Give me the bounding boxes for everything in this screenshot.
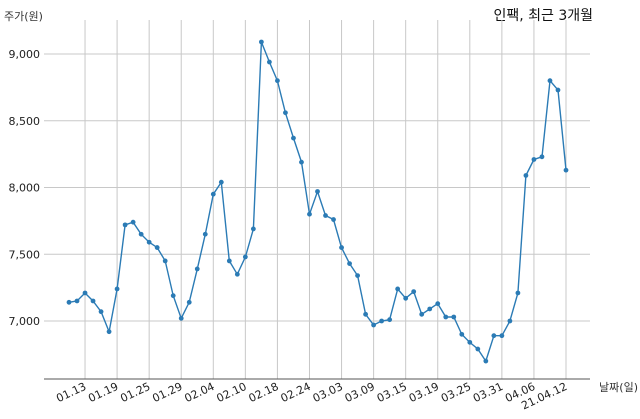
data-point <box>226 258 232 264</box>
data-point <box>331 217 336 222</box>
data-point <box>82 290 88 296</box>
data-point <box>355 273 360 279</box>
x-tick-label: 03.15 <box>375 380 409 405</box>
data-point <box>299 159 304 165</box>
x-tick-label: 01.25 <box>118 380 152 405</box>
x-tick-label: 01.13 <box>54 380 88 405</box>
data-point <box>98 309 104 315</box>
data-point <box>106 329 112 335</box>
data-point <box>202 231 208 237</box>
data-point <box>267 59 272 65</box>
data-point <box>387 317 393 323</box>
data-point <box>419 311 425 317</box>
data-point <box>194 266 200 272</box>
data-point <box>371 322 377 328</box>
data-point <box>443 314 449 320</box>
price-points <box>66 39 569 364</box>
data-point <box>539 154 545 160</box>
x-tick-label: 03.03 <box>311 380 345 405</box>
data-point <box>411 289 417 295</box>
data-point <box>154 245 160 250</box>
chart-title: 인팩, 최근 3개월 <box>493 8 593 24</box>
data-point <box>323 213 328 218</box>
x-tick-label: 03.19 <box>407 380 441 405</box>
data-point <box>403 295 409 301</box>
y-tick-labels: 7,000 7,500 8,000 8,500 9,000 <box>9 48 41 328</box>
x-tick-labels: 01.1301.1901.2501.2902.0402.1002.1802.24… <box>54 380 569 412</box>
y-tick-label: 7,500 <box>9 248 41 261</box>
data-point <box>138 231 144 237</box>
data-point <box>339 245 344 250</box>
data-point <box>307 211 312 217</box>
x-tick-label: 02.04 <box>183 380 217 405</box>
y-tick-label: 9,000 <box>9 48 41 61</box>
data-point <box>170 293 176 299</box>
y-tick-label: 8,500 <box>9 115 41 128</box>
data-point <box>283 110 288 116</box>
data-point <box>515 290 521 296</box>
vertical-gridlines <box>84 20 567 379</box>
data-point <box>218 179 224 185</box>
data-point <box>291 135 296 141</box>
data-point <box>491 333 497 339</box>
data-point <box>162 258 168 264</box>
data-point <box>114 286 120 292</box>
data-point <box>130 219 136 225</box>
x-tick-label: 03.09 <box>343 380 377 405</box>
data-point <box>122 222 128 228</box>
data-point <box>66 299 72 305</box>
price-line <box>68 41 567 363</box>
data-point <box>379 318 385 324</box>
data-point <box>459 331 465 337</box>
data-point <box>563 167 569 173</box>
x-tick-label: 02.10 <box>215 380 249 405</box>
data-point <box>250 226 256 232</box>
data-point <box>347 261 352 266</box>
x-tick-label: 02.24 <box>279 380 313 405</box>
y-tick-label: 7,000 <box>9 315 41 328</box>
x-tick-label: 01.19 <box>86 380 120 405</box>
data-point <box>435 301 441 307</box>
data-point <box>507 318 513 324</box>
data-point <box>467 339 473 345</box>
data-point <box>178 315 184 321</box>
data-point <box>547 78 553 84</box>
data-point <box>186 299 192 305</box>
data-point <box>483 358 489 364</box>
x-tick-label: 02.18 <box>247 380 281 405</box>
data-point <box>555 87 561 93</box>
data-point <box>242 254 248 260</box>
x-axis-label: 날짜(일) <box>599 381 638 394</box>
x-tick-label: 01.29 <box>150 380 184 405</box>
data-point <box>74 298 80 304</box>
horizontal-gridlines <box>44 53 590 322</box>
data-point <box>531 157 537 162</box>
data-point <box>451 314 457 320</box>
data-point <box>146 239 152 245</box>
data-point <box>523 173 529 178</box>
x-tick-label: 03.25 <box>439 380 473 405</box>
data-point <box>90 298 96 304</box>
x-tick-label: 03.31 <box>471 380 505 405</box>
data-point <box>275 78 280 84</box>
y-axis-label: 주가(원) <box>4 10 43 23</box>
data-point <box>475 346 481 352</box>
data-point <box>427 306 433 312</box>
data-point <box>210 191 216 197</box>
data-point <box>499 333 505 339</box>
data-point <box>315 189 320 194</box>
data-point <box>234 271 240 277</box>
data-point <box>363 311 368 317</box>
y-tick-label: 8,000 <box>9 182 41 195</box>
data-point <box>258 39 264 45</box>
data-point <box>395 286 401 292</box>
